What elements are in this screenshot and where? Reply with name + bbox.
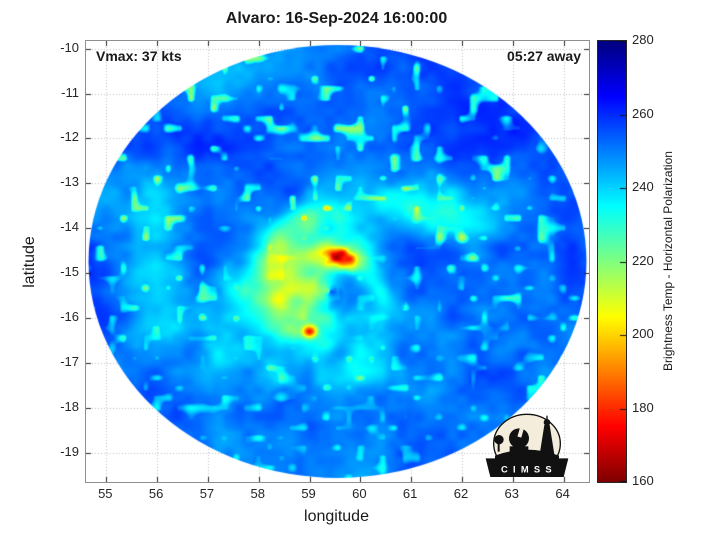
x-tick-label: 56 xyxy=(148,486,164,501)
vmax-annotation: Vmax: 37 kts xyxy=(96,48,182,64)
cimss-logo-text: C I M S S xyxy=(501,464,553,474)
y-axis-label: latitude xyxy=(21,236,38,288)
x-axis-label: longitude xyxy=(304,508,369,525)
x-tick-label: 62 xyxy=(453,486,469,501)
colorbar-tick-label: 240 xyxy=(632,179,654,194)
colorbar-tick-label: 160 xyxy=(632,473,654,488)
x-tick-label: 61 xyxy=(402,486,418,501)
y-tick-label: -16 xyxy=(60,309,79,325)
y-tick-label: -11 xyxy=(61,84,79,100)
cimss-logo-tower-icon xyxy=(539,425,555,455)
y-tick-label: -19 xyxy=(60,443,79,459)
eta-annotation: 05:27 away xyxy=(507,48,581,64)
colorbar-tick-label: 180 xyxy=(632,399,654,415)
x-tick-label: 59 xyxy=(301,486,316,501)
cimss-logo-dish-mast xyxy=(497,442,500,452)
cimss-logo-dome-slit xyxy=(517,428,524,438)
colorbar-tick-label: 220 xyxy=(632,252,654,268)
y-tick-label: -10 xyxy=(60,39,79,55)
cimss-logo-dome-icon xyxy=(509,428,529,449)
x-tick-label: 55 xyxy=(98,486,113,501)
colorbar-tick-label: 280 xyxy=(632,32,654,47)
y-tick-label: -14 xyxy=(60,219,79,235)
colorbar-tick-label: 200 xyxy=(632,326,654,341)
x-tick-label: 57 xyxy=(199,486,215,501)
colorbar-canvas xyxy=(598,41,626,482)
y-tick-label: -12 xyxy=(60,129,79,145)
cimss-logo-band xyxy=(485,458,569,477)
cimss-logo: C I M S S xyxy=(485,413,569,477)
y-tick-label: -15 xyxy=(60,264,79,280)
x-tick-label: 60 xyxy=(352,486,367,501)
colorbar-tick-label: 260 xyxy=(632,105,654,121)
y-tick-label: -17 xyxy=(60,353,79,369)
y-tick-label: -18 xyxy=(60,398,79,414)
x-tick-label: 63 xyxy=(504,486,520,501)
colorbar xyxy=(597,40,627,483)
brightness-temp-heatmap-canvas xyxy=(86,41,589,482)
cimss-logo-dish-icon xyxy=(494,435,504,445)
y-tick-label: -13 xyxy=(60,174,79,190)
cimss-logo-tower-dish xyxy=(543,419,551,426)
page-title: Alvaro: 16-Sep-2024 16:00:00 xyxy=(225,10,448,27)
x-tick-label: 64 xyxy=(555,486,570,501)
x-tick-label: 58 xyxy=(250,486,265,501)
cimss-logo-dome-base xyxy=(509,446,529,453)
plot-area: Vmax: 37 kts 05:27 away C I M S S xyxy=(85,40,590,483)
